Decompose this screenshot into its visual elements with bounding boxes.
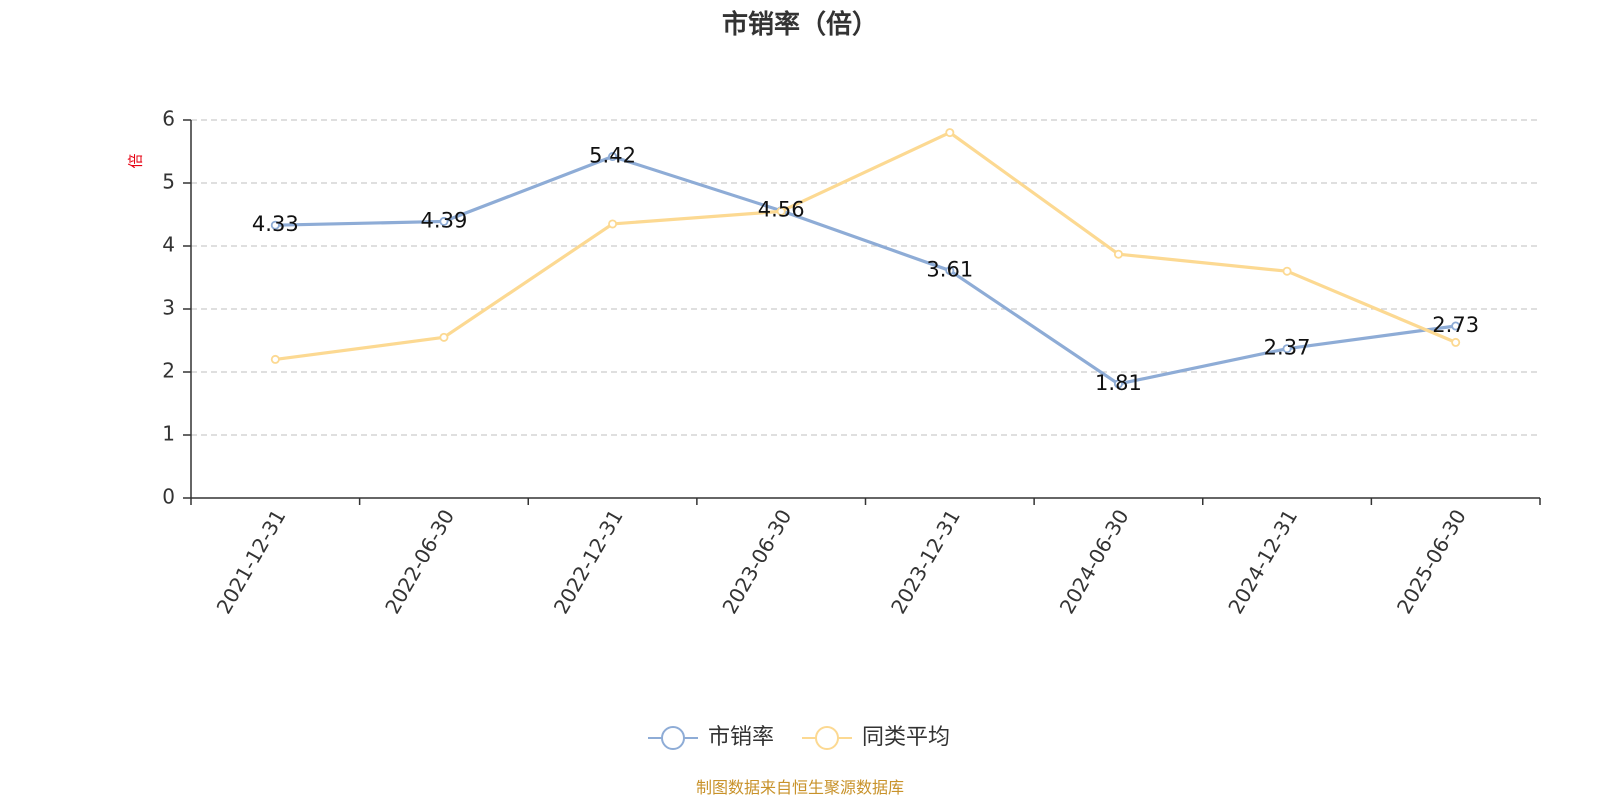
x-tick-label: 2024-06-30	[1055, 505, 1134, 618]
data-point-1	[1451, 337, 1461, 347]
legend-item-1[interactable]: 同类平均	[802, 725, 950, 750]
data-label: 3.61	[926, 258, 973, 282]
legend[interactable]: 市销率 同类平均	[648, 725, 950, 750]
data-label: 4.56	[758, 198, 805, 222]
chart-title: 市销率（倍）	[722, 9, 878, 40]
data-point-1	[439, 332, 449, 342]
x-tick-label: 2025-06-30	[1392, 505, 1471, 618]
data-label: 5.42	[589, 144, 636, 168]
legend-item-0[interactable]: 市销率	[648, 725, 774, 750]
series-line-1	[275, 131, 1457, 361]
data-point-1	[776, 206, 786, 216]
axes	[183, 119, 1541, 505]
y-tick-label: 1	[162, 422, 175, 446]
data-label: 2.73	[1432, 313, 1479, 337]
legend-marker	[661, 726, 685, 750]
data-point-1	[1282, 266, 1292, 276]
x-tick-label: 2024-12-31	[1223, 505, 1302, 618]
data-label: 2.37	[1264, 336, 1311, 360]
legend-marker	[815, 726, 839, 750]
data-point-0	[270, 220, 280, 230]
data-point-1	[608, 219, 618, 229]
y-tick-label: 2	[162, 359, 175, 383]
y-tick-label: 4	[162, 233, 175, 257]
source-note: 制图数据来自恒生聚源数据库	[696, 778, 904, 797]
data-labels: 4.33 4.39 5.42 4.56 3.61 1.81 2.37 2.73	[252, 144, 1479, 395]
x-tick-label: 2021-12-31	[212, 505, 291, 618]
y-tick-labels: 0 1 2 3 4 5 6	[162, 107, 175, 509]
data-point-1	[945, 128, 955, 138]
series-layer	[270, 128, 1461, 389]
data-point-1	[270, 354, 280, 364]
data-point-0	[439, 216, 449, 226]
series-line-0	[275, 154, 1456, 386]
y-tick-label: 5	[162, 170, 175, 194]
data-point-1	[1113, 249, 1123, 259]
x-tick-label: 2022-06-30	[380, 505, 459, 618]
x-tick-label: 2022-12-31	[549, 505, 628, 618]
y-tick-label: 0	[162, 485, 175, 509]
data-point-0	[945, 266, 955, 276]
x-tick-label: 2023-12-31	[886, 505, 965, 618]
y-tick-label: 3	[162, 296, 175, 320]
data-point-0	[608, 152, 618, 162]
data-label: 4.39	[421, 208, 468, 232]
y-axis-unit: 倍	[127, 153, 145, 168]
data-label: 4.33	[252, 212, 299, 236]
data-label: 1.81	[1095, 371, 1142, 395]
x-tick-labels: 2021-12-31 2022-06-30 2022-12-31 2023-06-30…	[212, 505, 1471, 618]
gridlines	[191, 119, 1540, 436]
data-point-0	[1282, 344, 1292, 354]
legend-label: 市销率	[708, 725, 774, 750]
data-point-0	[1451, 321, 1461, 331]
x-tick-label: 2023-06-30	[717, 505, 796, 618]
legend-label: 同类平均	[862, 725, 950, 750]
y-tick-label: 6	[162, 107, 175, 131]
data-point-0	[1113, 379, 1123, 389]
